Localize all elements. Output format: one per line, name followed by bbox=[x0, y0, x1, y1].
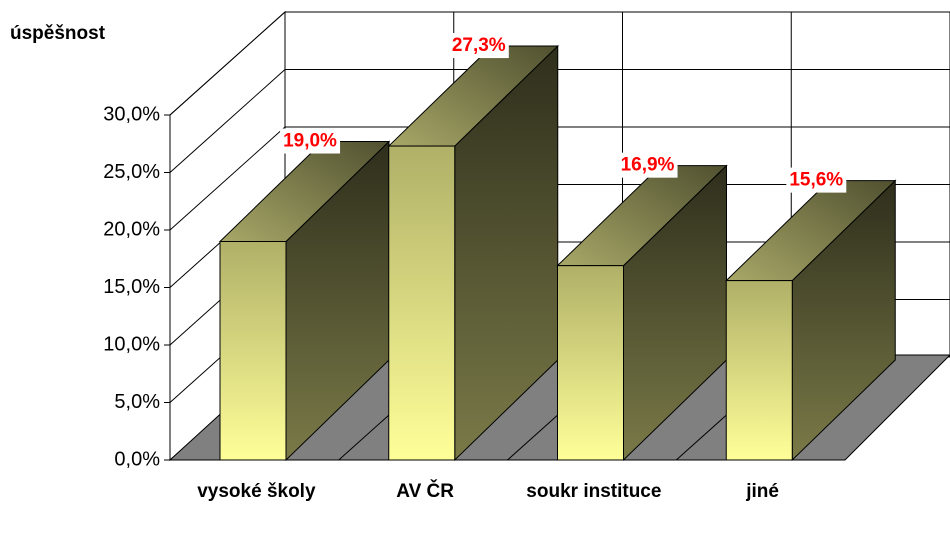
x-tick-label: soukr instituce bbox=[526, 481, 661, 502]
value-label: 19,0% bbox=[283, 131, 337, 152]
x-tick-label: AV ČR bbox=[396, 480, 454, 502]
bar-front bbox=[725, 280, 793, 461]
x-tick-label: vysoké školy bbox=[197, 481, 316, 502]
y-tick-label: 30,0% bbox=[103, 103, 160, 125]
value-label: 27,3% bbox=[452, 35, 506, 56]
y-tick-label: 0,0% bbox=[114, 448, 160, 470]
y-axis-label: úspěšnost bbox=[10, 23, 106, 44]
bar-front bbox=[219, 241, 287, 461]
grid-line bbox=[169, 11, 286, 116]
value-label-box bbox=[617, 152, 678, 178]
y-tick-label: 20,0% bbox=[103, 218, 160, 240]
value-label: 16,9% bbox=[621, 155, 675, 176]
bar bbox=[725, 179, 897, 462]
bar bbox=[387, 44, 559, 462]
value-label: 15,6% bbox=[789, 170, 843, 191]
y-tick-label: 5,0% bbox=[114, 391, 160, 413]
bar bbox=[218, 140, 391, 462]
value-label-box bbox=[280, 128, 341, 154]
grid-line bbox=[169, 126, 286, 231]
y-tick-label: 10,0% bbox=[103, 333, 160, 355]
x-tick-label: jiné bbox=[745, 481, 779, 502]
value-label-box bbox=[786, 167, 847, 193]
value-label-box bbox=[448, 33, 509, 59]
bar-front bbox=[557, 265, 624, 461]
y-tick-label: 15,0% bbox=[103, 276, 160, 298]
grid-line bbox=[169, 69, 286, 173]
bar-front bbox=[388, 145, 456, 461]
bar bbox=[556, 164, 728, 462]
y-tick-label: 25,0% bbox=[103, 161, 160, 183]
